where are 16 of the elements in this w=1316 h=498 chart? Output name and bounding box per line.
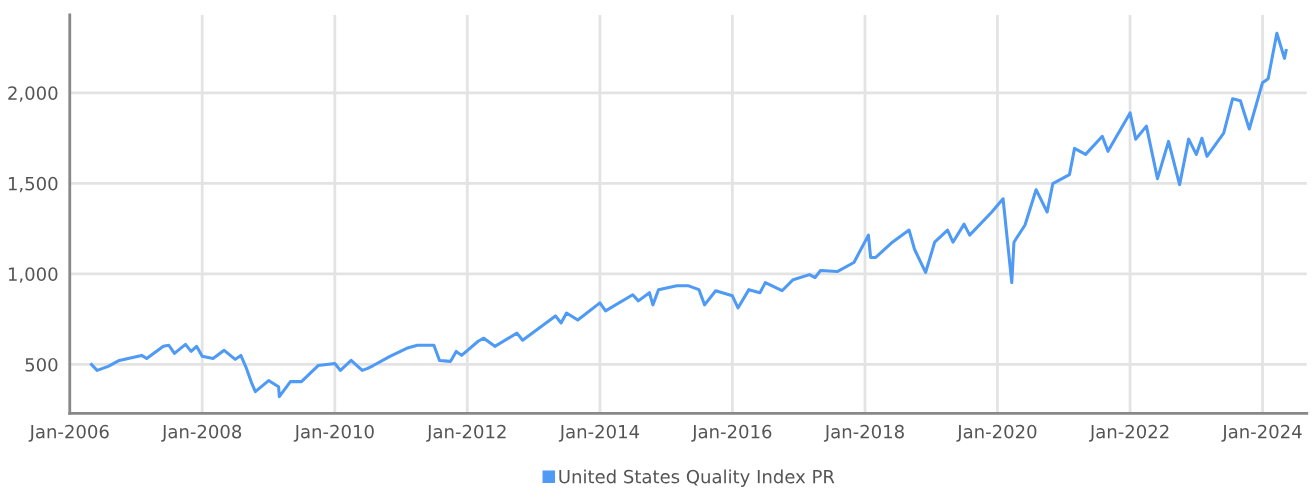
x-tick-label: Jan-2014: [558, 424, 640, 442]
x-tick-label: Jan-2024: [1221, 424, 1302, 442]
x-tick-label: Jan-2012: [426, 424, 506, 442]
x-tick-label: Jan-2020: [956, 424, 1037, 442]
y-tick-label: 1,500: [8, 176, 58, 193]
x-tick-label: Jan-2016: [691, 424, 772, 442]
line-series: [89, 31, 1288, 399]
y-tick-label: 1,000: [8, 267, 58, 283]
x-tick-label: Jan-2022: [1088, 424, 1169, 442]
x-tick-label: Jan-2018: [823, 424, 904, 442]
legend-label: United States Quality Index PR: [559, 469, 835, 487]
x-tick-label: Jan-2008: [161, 424, 242, 442]
y-tick-label: 500: [25, 357, 58, 372]
x-tick-label: Jan-2010: [293, 424, 374, 442]
y-tick-label: 2,000: [8, 86, 58, 102]
x-tick-label: Jan-2006: [28, 424, 109, 442]
